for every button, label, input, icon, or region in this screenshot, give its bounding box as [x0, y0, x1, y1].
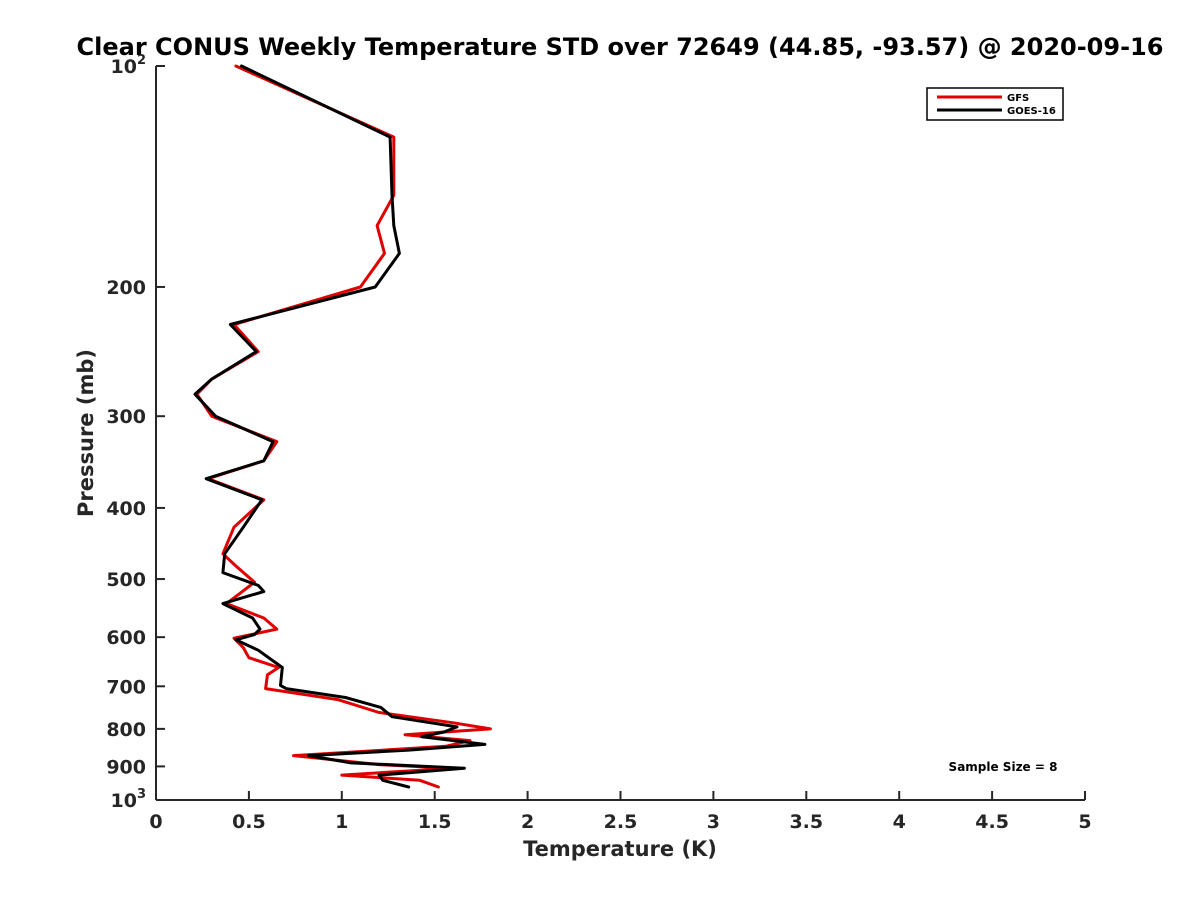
x-tick-label: 4	[893, 811, 906, 833]
x-tick-label: 2.5	[604, 811, 638, 833]
x-tick-label: 0.5	[232, 811, 266, 833]
legend-label: GFS	[1007, 93, 1029, 104]
y-tick-label: 102	[111, 53, 147, 78]
sample-size-annotation: Sample Size = 8	[949, 760, 1058, 774]
x-tick-label: 0	[149, 811, 162, 833]
series-line-goes-16	[193, 64, 487, 789]
legend-box	[926, 87, 1064, 121]
legend: GFS GOES-16	[926, 87, 1064, 121]
y-tick-label: 800	[106, 719, 146, 741]
y-tick-label: 500	[106, 569, 146, 591]
x-tick-label: 1.5	[418, 811, 452, 833]
y-tick-label: 900	[106, 756, 146, 778]
x-tick-label: 1	[335, 811, 348, 833]
series-layer	[193, 64, 492, 789]
legend-label: GOES-16	[1007, 106, 1056, 117]
x-tick-label: 4.5	[975, 811, 1009, 833]
x-tick-label: 3.5	[789, 811, 823, 833]
y-tick-label: 600	[106, 627, 146, 649]
x-axis-label: Temperature (K)	[523, 837, 717, 861]
y-tick-label: 700	[106, 676, 146, 698]
y-axis-label: Pressure (mb)	[74, 349, 98, 517]
axes: 0 0.5 1 1.5 2 2.5 3 3.5 4 4.5 5 102 200 300 400 500 600 7…	[106, 53, 1091, 833]
y-tick-label: 400	[106, 498, 146, 520]
y-tick-label: 200	[106, 277, 146, 299]
x-tick-label: 5	[1078, 811, 1091, 833]
chart-title: Clear CONUS Weekly Temperature STD over …	[77, 33, 1164, 61]
y-tick-label: 103	[111, 787, 147, 812]
y-tick-label: 300	[106, 406, 146, 428]
x-tick-label: 2	[521, 811, 534, 833]
x-tick-label: 3	[707, 811, 720, 833]
